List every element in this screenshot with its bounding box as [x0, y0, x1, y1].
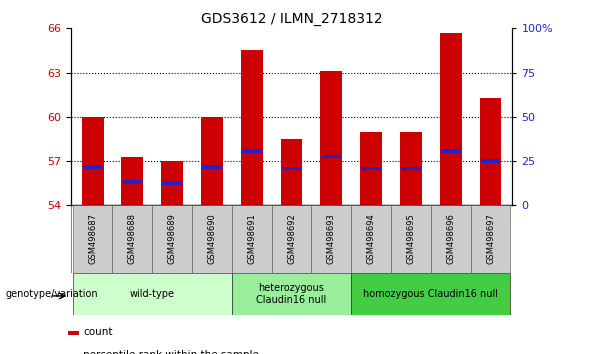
- Bar: [68, 331, 79, 335]
- Text: GSM498691: GSM498691: [247, 213, 256, 264]
- Text: GSM498687: GSM498687: [88, 213, 97, 264]
- Text: count: count: [83, 327, 112, 337]
- Bar: [471, 205, 511, 273]
- Bar: [161, 161, 183, 205]
- Bar: [121, 157, 143, 205]
- Bar: [241, 51, 263, 205]
- Bar: [72, 273, 232, 315]
- Bar: [82, 165, 102, 169]
- Bar: [153, 205, 192, 273]
- Text: GSM498697: GSM498697: [486, 213, 495, 264]
- Bar: [351, 205, 391, 273]
- Text: percentile rank within the sample: percentile rank within the sample: [83, 350, 259, 354]
- Bar: [242, 149, 262, 153]
- Bar: [479, 98, 501, 205]
- Text: heterozygous
Claudin16 null: heterozygous Claudin16 null: [256, 283, 327, 305]
- Bar: [163, 181, 182, 185]
- Bar: [272, 205, 312, 273]
- Bar: [123, 180, 142, 184]
- Bar: [360, 132, 382, 205]
- Title: GDS3612 / ILMN_2718312: GDS3612 / ILMN_2718312: [201, 12, 382, 26]
- Text: GSM498690: GSM498690: [207, 213, 217, 264]
- Bar: [202, 165, 222, 169]
- Bar: [282, 167, 302, 170]
- Bar: [351, 273, 511, 315]
- Bar: [481, 159, 501, 163]
- Bar: [312, 205, 351, 273]
- Text: genotype/variation: genotype/variation: [6, 289, 98, 299]
- Text: GSM498688: GSM498688: [128, 213, 137, 264]
- Bar: [232, 205, 272, 273]
- Bar: [400, 132, 422, 205]
- Text: GSM498689: GSM498689: [168, 213, 177, 264]
- Bar: [431, 205, 471, 273]
- Bar: [112, 205, 153, 273]
- Bar: [192, 205, 232, 273]
- Text: homozygous Claudin16 null: homozygous Claudin16 null: [363, 289, 498, 299]
- Text: GSM498696: GSM498696: [446, 213, 455, 264]
- Text: GSM498694: GSM498694: [366, 213, 376, 264]
- Bar: [320, 71, 342, 205]
- Bar: [440, 33, 462, 205]
- Bar: [361, 167, 381, 170]
- Bar: [441, 149, 461, 153]
- Bar: [322, 155, 341, 159]
- Text: GSM498695: GSM498695: [406, 213, 415, 264]
- Bar: [72, 205, 112, 273]
- Text: wild-type: wild-type: [130, 289, 175, 299]
- Bar: [391, 205, 431, 273]
- Bar: [232, 273, 351, 315]
- Bar: [280, 139, 303, 205]
- Bar: [82, 117, 104, 205]
- Text: GSM498693: GSM498693: [327, 213, 336, 264]
- Bar: [201, 117, 223, 205]
- Bar: [401, 167, 421, 170]
- Text: GSM498692: GSM498692: [287, 213, 296, 264]
